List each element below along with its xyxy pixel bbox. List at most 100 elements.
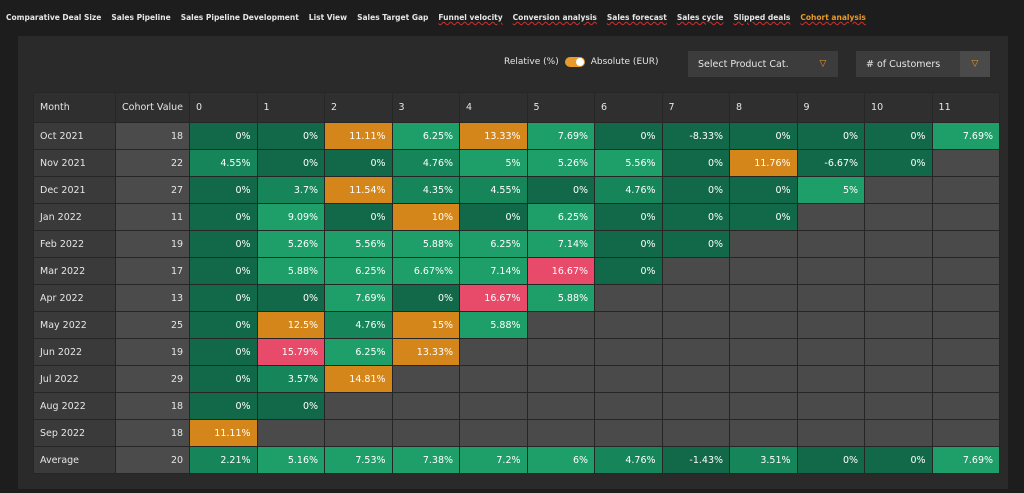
empty-cell: [459, 365, 528, 393]
retention-cell: 3.7%: [256, 176, 326, 204]
empty-cell: [661, 365, 731, 393]
tab[interactable]: Sales cycle: [676, 13, 724, 22]
tab[interactable]: Comparative Deal Size: [6, 13, 102, 22]
empty-cell: [526, 419, 596, 447]
table-row: Average 20 2.21% 5.16% 7.53% 7.38% 7.2% 6% 4.76%…: [33, 446, 1001, 474]
retention-cell: 0%: [324, 203, 393, 231]
tab[interactable]: Sales forecast: [606, 13, 667, 22]
empty-cell: [864, 257, 933, 285]
dropdown[interactable]: Select Product Cat. ▽: [688, 51, 838, 77]
cohort-value-cell: 29: [114, 365, 191, 393]
tab[interactable]: Sales Pipeline: [111, 13, 171, 22]
retention-cell: 5.56%: [324, 230, 393, 258]
table-row: Nov 2021 22 4.55% 0% 0% 4.76% 5% 5.26% 5.56% 0% 11…: [33, 149, 1001, 177]
empty-cell: [864, 230, 933, 258]
retention-cell: 0%: [256, 122, 326, 150]
toggle[interactable]: Relative (%) Absolute (EUR): [504, 57, 658, 67]
table-row: Sep 2022 18 11.11%: [33, 419, 1001, 447]
table-row: Jul 2022 29 0% 3.57% 14.81%: [33, 365, 1001, 393]
retention-cell: 7.2%: [459, 446, 528, 474]
cohort-value-cell: 25: [114, 311, 191, 339]
retention-cell: 6%: [526, 446, 596, 474]
column-header: 9: [796, 92, 866, 123]
empty-cell: [864, 338, 933, 366]
retention-cell: 0%: [189, 392, 258, 420]
empty-cell: [796, 284, 866, 312]
switch[interactable]: [564, 57, 585, 67]
retention-cell: 15%: [391, 311, 461, 339]
retention-cell: 0%: [729, 122, 798, 150]
dropdown[interactable]: # of Customers ▽: [856, 51, 990, 77]
month-cell: Aug 2022: [33, 392, 116, 420]
tab[interactable]: Cohort analysis: [800, 13, 866, 22]
retention-cell: 3.57%: [256, 365, 326, 393]
retention-cell: 0%: [189, 203, 258, 231]
retention-cell: 6.25%: [459, 230, 528, 258]
empty-cell: [324, 392, 393, 420]
empty-cell: [864, 311, 933, 339]
cohort-table: Month Cohort Value 0 1 2 3 4 5 6 7 8 9 10 11 Oct 2021 1…: [33, 92, 1001, 474]
tab[interactable]: Funnel velocity: [438, 13, 503, 22]
retention-cell: 7.69%: [526, 122, 596, 150]
cohort-value-cell: 22: [114, 149, 191, 177]
dropdown-label: # of Customers: [866, 58, 941, 70]
cohort-value-cell: 11: [114, 203, 191, 231]
empty-cell: [864, 365, 933, 393]
empty-cell: [594, 338, 663, 366]
cohort-value-cell: 17: [114, 257, 191, 285]
tab[interactable]: Sales Target Gap: [357, 13, 429, 22]
retention-cell: 4.76%: [391, 149, 461, 177]
table-row: Jan 2022 11 0% 9.09% 0% 10% 0% 6.25% 0% 0% 0%: [33, 203, 1001, 231]
month-cell: Average: [33, 446, 116, 474]
month-cell: Sep 2022: [33, 419, 116, 447]
tab[interactable]: Conversion analysis: [512, 13, 597, 22]
month-cell: Jun 2022: [33, 338, 116, 366]
empty-cell: [526, 338, 596, 366]
retention-cell: 7.53%: [324, 446, 393, 474]
tab-bar: Comparative Deal Size Sales Pipeline Sales…: [6, 13, 866, 22]
cohort-value-cell: 18: [114, 392, 191, 420]
retention-cell: 0%: [526, 176, 596, 204]
empty-cell: [661, 257, 731, 285]
month-cell: Feb 2022: [33, 230, 116, 258]
empty-cell: [661, 284, 731, 312]
retention-cell: 0%: [729, 203, 798, 231]
retention-cell: 16.67%: [526, 257, 596, 285]
retention-cell: 0%: [661, 203, 731, 231]
month-cell: Jan 2022: [33, 203, 116, 231]
retention-cell: 0%: [189, 365, 258, 393]
empty-cell: [459, 338, 528, 366]
column-header: 0: [189, 92, 258, 123]
retention-cell: 0%: [189, 338, 258, 366]
tab[interactable]: Sales Pipeline Development: [180, 13, 299, 22]
empty-cell: [931, 149, 1001, 177]
retention-cell: 6.25%: [391, 122, 461, 150]
empty-cell: [729, 284, 798, 312]
tab[interactable]: List View: [308, 13, 348, 22]
table-row: Feb 2022 19 0% 5.26% 5.56% 5.88% 6.25% 7.14% 0% 0…: [33, 230, 1001, 258]
cohort-value-cell: 20: [114, 446, 191, 474]
empty-cell: [526, 392, 596, 420]
month-cell: Mar 2022: [33, 257, 116, 285]
retention-cell: 0%: [256, 284, 326, 312]
empty-cell: [931, 203, 1001, 231]
retention-cell: 10%: [391, 203, 461, 231]
empty-cell: [931, 284, 1001, 312]
empty-cell: [796, 392, 866, 420]
empty-cell: [931, 365, 1001, 393]
tab[interactable]: Slipped deals: [733, 13, 791, 22]
empty-cell: [391, 392, 461, 420]
retention-cell: 12.5%: [256, 311, 326, 339]
empty-cell: [864, 392, 933, 420]
empty-cell: [931, 338, 1001, 366]
retention-cell: 6.25%: [324, 257, 393, 285]
empty-cell: [864, 203, 933, 231]
month-cell: Oct 2021: [33, 122, 116, 150]
cohort-value-cell: 19: [114, 338, 191, 366]
empty-cell: [729, 257, 798, 285]
retention-cell: 4.35%: [391, 176, 461, 204]
retention-cell: 0%: [324, 149, 393, 177]
retention-cell: 0%: [189, 122, 258, 150]
retention-cell: 0%: [864, 149, 933, 177]
